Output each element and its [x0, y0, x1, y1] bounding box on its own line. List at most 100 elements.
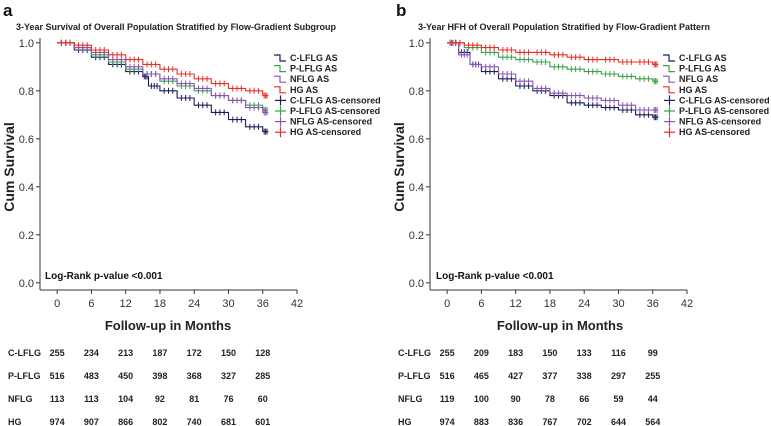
- panel-b-risk-value: 116: [611, 348, 626, 358]
- panel-a-x-tick-label: 6: [88, 298, 94, 310]
- panel-b-letter: b: [396, 1, 406, 20]
- panel-a-risk-row-label: NFLG: [8, 394, 33, 404]
- panel-a-risk-row: C-LFLG 255 234 213 187 172 150 128: [8, 348, 270, 358]
- panel-b-x-tick-label: 18: [544, 298, 556, 310]
- panel-a-legend-item: NFLG AS-censored: [275, 116, 372, 127]
- panel-b-risk-row: P-LFLG 516 465 427 377 338 297 255: [398, 371, 660, 381]
- panel-b-risk-row: C-LFLG 255 209 183 150 133 116 99: [398, 348, 658, 358]
- panel-b-risk-value: 564: [645, 417, 660, 426]
- panel-a-risk-row: NFLG 113 113 104 92 81 76 60: [8, 394, 268, 404]
- panel-b-legend-item: C-LFLG AS-censored: [664, 95, 770, 106]
- panel-a-legend-label: HG AS-censored: [290, 127, 361, 137]
- panel-a-risk-value: 866: [118, 417, 133, 426]
- panel-a-legend-item: HG AS: [274, 85, 318, 95]
- panel-b-risk-value: 44: [648, 394, 658, 404]
- panel-b-risk-value: 883: [474, 417, 489, 426]
- panel-b-legend-label: HG AS: [679, 85, 707, 95]
- panel-b-y-tick-label: 0.8: [409, 86, 424, 98]
- panel-a-risk-value: 213: [118, 348, 133, 358]
- panel-a-legend-item: C-LFLG AS: [274, 53, 338, 63]
- panel-a-legend-label: C-LFLG AS-censored: [290, 95, 381, 105]
- panel-b-risk-value: 183: [508, 348, 523, 358]
- panel-b-risk-value: 702: [577, 417, 592, 426]
- panel-a-risk-value: 113: [50, 394, 65, 404]
- panel-a-risk-value: 104: [118, 394, 133, 404]
- panel-b-y-tick-label: 1.0: [409, 38, 424, 50]
- panel-a-y-tick-label: 0.6: [19, 134, 34, 146]
- panel-a-legend-swatch: [274, 75, 286, 83]
- panel-b-legend-item: C-LFLG AS: [663, 53, 727, 63]
- panel-b-risk-value: 377: [542, 371, 557, 381]
- panel-a-x-tick-label: 36: [257, 298, 269, 310]
- panel-b-risk-value: 255: [440, 348, 455, 358]
- panel-b-risk-value: 150: [542, 348, 557, 358]
- panel-a-survival: a 3-Year Survival of Overall Population …: [1, 1, 381, 426]
- panel-b-risk-value: 836: [508, 417, 523, 426]
- panel-a-legend-swatch: [274, 65, 286, 73]
- panel-a-title: 3-Year Survival of Overall Population St…: [16, 22, 337, 32]
- panel-b-y-tick-label: 0.4: [409, 182, 424, 194]
- panel-a-legend-label: NFLG AS-censored: [290, 117, 372, 127]
- panel-a-legend-swatch: [274, 86, 286, 94]
- panel-b-risk-value: 427: [508, 371, 523, 381]
- panel-a-ylabel: Cum Survival: [1, 122, 17, 211]
- panel-a-legend-item: C-LFLG AS-censored: [275, 95, 381, 106]
- panel-b-risk-value: 255: [645, 371, 660, 381]
- panel-b-risk-table: C-LFLG 255 209 183 150 133 116 99 P-LFLG 516 465 42…: [398, 348, 660, 426]
- panel-b-legend-label: C-LFLG AS-censored: [679, 95, 770, 105]
- panel-a-x-tick-label: 0: [54, 298, 60, 310]
- panel-a-legend-item: NFLG AS: [274, 74, 329, 84]
- panel-a-risk-value: 974: [50, 417, 65, 426]
- panel-b-risk-value: 465: [474, 371, 489, 381]
- panel-b-y-tick-label: 0.0: [409, 278, 424, 290]
- panel-a-risk-value: 802: [152, 417, 167, 426]
- panel-b-risk-value: 516: [440, 371, 455, 381]
- panel-a-legend-label: P-LFLG AS-censored: [290, 106, 380, 116]
- panel-a-legend-item: P-LFLG AS-censored: [275, 106, 380, 116]
- panel-a-y-tick-label: 0.2: [19, 230, 34, 242]
- panel-a-risk-value: 76: [223, 394, 233, 404]
- panel-b-x-tick-label: 24: [578, 298, 590, 310]
- panel-a-risk-value: 150: [221, 348, 236, 358]
- panel-a-x-tick-label: 30: [222, 298, 234, 310]
- panel-a-risk-value: 255: [50, 348, 65, 358]
- panel-b-x-tick-label: 42: [681, 298, 693, 310]
- panel-a-risk-value: 327: [221, 371, 236, 381]
- panel-a-risk-value: 368: [187, 371, 202, 381]
- panel-b-legend-item: NFLG AS-censored: [664, 116, 761, 127]
- panel-b-risk-value: 338: [577, 371, 592, 381]
- panel-b-y-tick-label: 0.6: [409, 134, 424, 146]
- panel-a-risk-value: 907: [84, 417, 99, 426]
- panel-a-risk-value: 285: [255, 371, 270, 381]
- panel-b-xlabel: Follow-up in Months: [497, 318, 623, 333]
- panel-b-risk-row-label: NFLG: [398, 394, 423, 404]
- panel-a-legend-swatch: [274, 54, 286, 62]
- panel-b-x-tick-label: 36: [647, 298, 659, 310]
- panel-a-legend-item: P-LFLG AS: [274, 64, 337, 74]
- panel-b-legend-label: NFLG AS: [679, 74, 718, 84]
- panel-a-x-tick-label: 18: [154, 298, 166, 310]
- panel-b-x-tick-label: 0: [444, 298, 450, 310]
- panel-a-x-tick-label: 12: [120, 298, 132, 310]
- panel-b-legend-item: P-LFLG AS: [663, 64, 726, 74]
- panel-a-risk-value: 113: [84, 394, 99, 404]
- panel-a-risk-value: 450: [118, 371, 133, 381]
- panel-b-legend-item: HG AS-censored: [664, 127, 750, 138]
- panel-a-risk-value: 740: [187, 417, 202, 426]
- panel-b-risk-row-label: C-LFLG: [398, 348, 431, 358]
- panel-b-curves: [447, 39, 659, 121]
- panel-a-risk-value: 172: [187, 348, 202, 358]
- panel-b-y-tick-label: 0.2: [409, 230, 424, 242]
- panel-a-risk-row: HG 974 907 866 802 740 681 601: [8, 417, 270, 426]
- panel-b-risk-value: 59: [613, 394, 623, 404]
- panel-b-risk-value: 133: [577, 348, 592, 358]
- panel-b-legend-label: P-LFLG AS-censored: [679, 106, 769, 116]
- panel-b-legend-item: NFLG AS: [663, 74, 718, 84]
- panel-b-legend-label: HG AS-censored: [679, 127, 750, 137]
- panel-a-letter: a: [3, 1, 13, 20]
- panel-a-axes: 0 6 12 18 24 30 36 42 0.0 0.2 0.4 0.6 0.8 1.0: [19, 38, 303, 310]
- panel-b-risk-value: 99: [648, 348, 658, 358]
- panel-b-risk-row: NFLG 119 100 90 78 66 59 44: [398, 394, 658, 404]
- panel-a-risk-value: 483: [84, 371, 99, 381]
